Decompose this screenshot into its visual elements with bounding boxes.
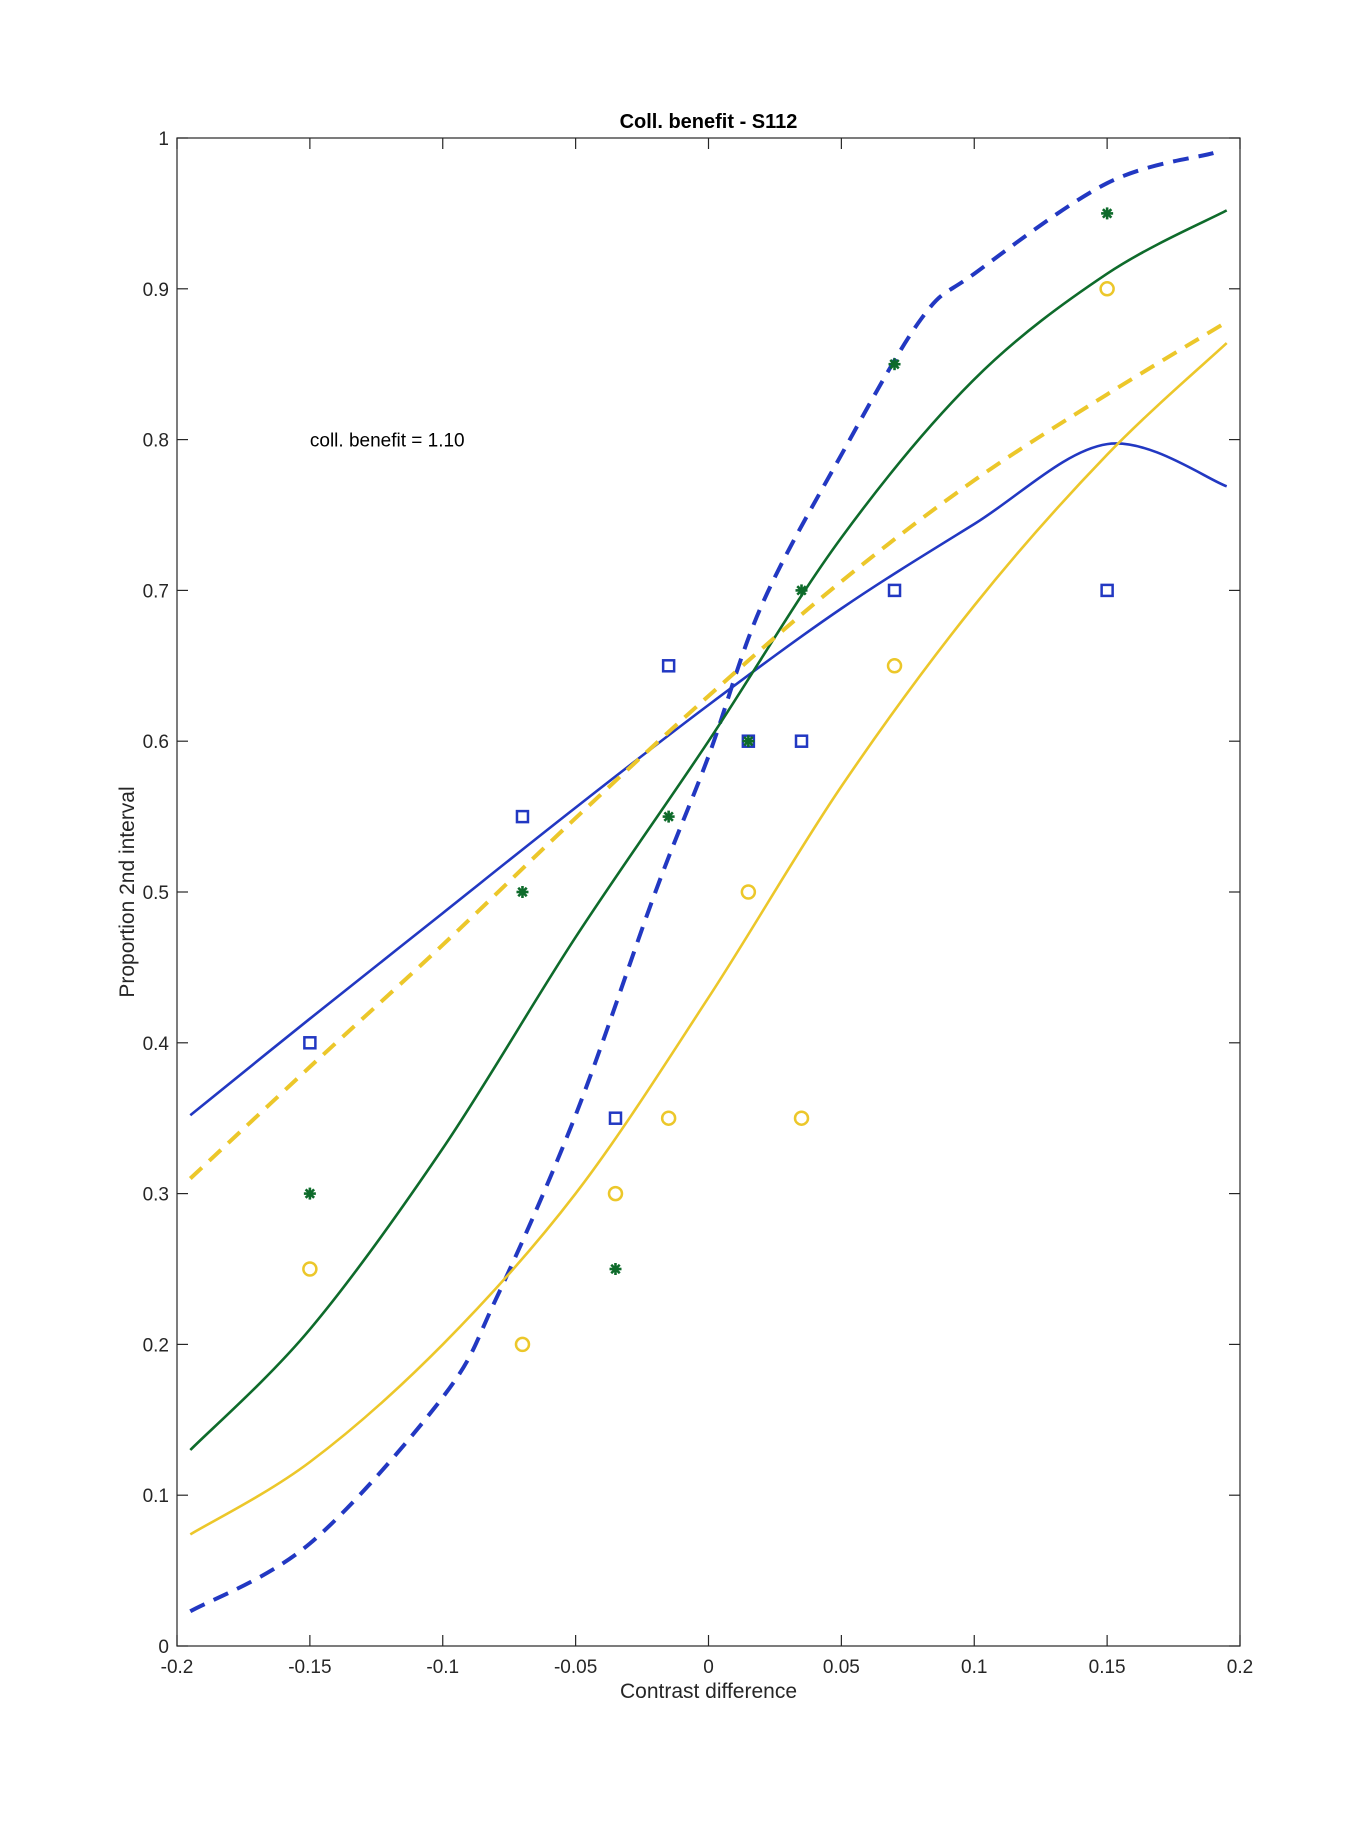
fit-curve-dashed-1 bbox=[189, 151, 1214, 1614]
circle-marker bbox=[793, 1110, 810, 1126]
circle-marker bbox=[740, 884, 757, 900]
y-tick-label: 0 bbox=[158, 1637, 169, 1658]
x-axis-label: Contrast difference bbox=[620, 1680, 797, 1703]
coll-benefit-annotation: coll. benefit = 1.10 bbox=[310, 431, 465, 452]
x-tick-label: 0.1 bbox=[961, 1657, 987, 1678]
x-tick-label: -0.15 bbox=[288, 1657, 331, 1678]
circle-marker bbox=[302, 1261, 318, 1277]
asterisk-marker bbox=[742, 735, 755, 748]
square-marker bbox=[887, 583, 902, 598]
x-tick-label: 0.15 bbox=[1089, 1657, 1126, 1678]
square-marker bbox=[515, 809, 530, 824]
axis-ticks: -0.2 -0.15 -0.1 -0.05 0 0.05 0.1 0.15 0.2 0 0.1 0.2… bbox=[143, 129, 1254, 1678]
asterisk-marker bbox=[888, 358, 901, 371]
square-marker bbox=[661, 659, 676, 673]
asterisk-marker bbox=[516, 886, 529, 898]
fit-curve-solid-4 bbox=[189, 342, 1228, 1536]
x-tick-label: -0.1 bbox=[426, 1657, 459, 1678]
asterisk-marker bbox=[303, 1187, 316, 1200]
fit-curves bbox=[188, 151, 1228, 1614]
circle-marker bbox=[660, 1110, 677, 1126]
x-tick-label: -0.2 bbox=[161, 1657, 194, 1678]
y-tick-label: 0.3 bbox=[143, 1185, 169, 1206]
y-tick-label: 0.9 bbox=[143, 280, 169, 301]
y-tick-label: 0.1 bbox=[143, 1486, 169, 1507]
y-tick-label: 0.6 bbox=[143, 732, 169, 753]
asterisk-marker bbox=[1101, 207, 1114, 220]
y-tick-label: 0.8 bbox=[143, 431, 169, 452]
circle-marker bbox=[514, 1336, 531, 1353]
y-tick-label: 0.5 bbox=[143, 883, 169, 904]
y-axis-label: Proportion 2nd interval bbox=[116, 786, 139, 997]
circle-marker bbox=[607, 1185, 624, 1202]
chart-title: Coll. benefit - S112 bbox=[620, 111, 798, 133]
y-tick-label: 0.7 bbox=[143, 581, 169, 602]
x-tick-label: 0 bbox=[703, 1657, 714, 1678]
asterisk-marker bbox=[662, 810, 675, 823]
x-tick-label: 0.05 bbox=[823, 1657, 860, 1678]
square-marker bbox=[608, 1111, 623, 1125]
fit-curve-dashed-3 bbox=[188, 320, 1228, 1180]
square-marker bbox=[1100, 583, 1114, 598]
y-tick-label: 0.2 bbox=[143, 1335, 169, 1356]
square-marker bbox=[303, 1036, 317, 1050]
y-tick-label: 0.4 bbox=[143, 1034, 170, 1055]
x-tick-label: 0.2 bbox=[1227, 1657, 1253, 1678]
square-marker bbox=[794, 734, 809, 748]
x-tick-label: -0.05 bbox=[554, 1657, 597, 1678]
plot-area bbox=[176, 137, 1241, 1647]
fit-curve-solid-2 bbox=[189, 209, 1228, 1451]
circle-marker bbox=[1099, 281, 1115, 297]
circle-marker bbox=[886, 658, 903, 674]
asterisk-marker bbox=[795, 584, 808, 597]
y-tick-label: 1 bbox=[158, 129, 169, 150]
fit-curve-solid-0 bbox=[189, 442, 1228, 1117]
data-markers bbox=[302, 207, 1115, 1353]
asterisk-marker bbox=[609, 1263, 622, 1275]
